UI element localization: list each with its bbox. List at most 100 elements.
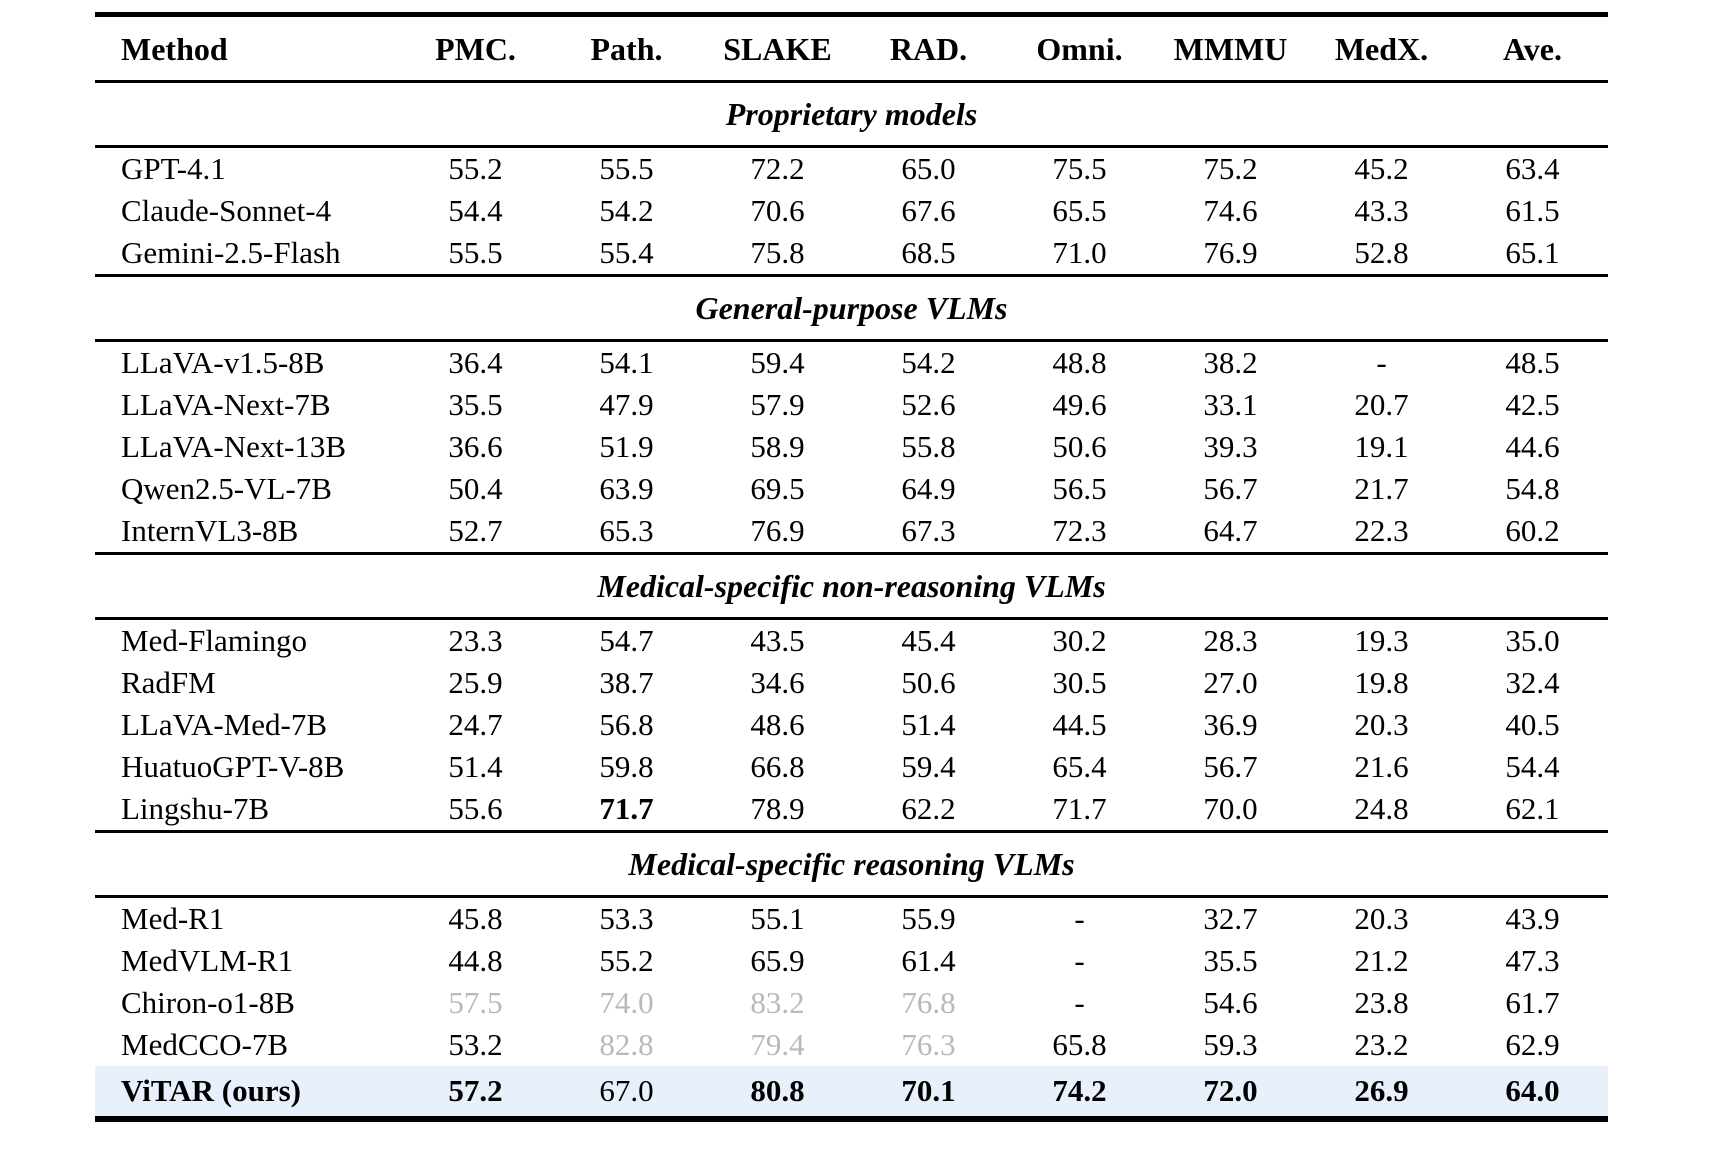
table-row: InternVL3-8B 52.7 65.3 76.9 67.3 72.3 64.7 22.3… (95, 510, 1608, 554)
value-cell: 75.5 (1052, 151, 1107, 186)
value-cell: 57.9 (750, 387, 805, 422)
col-header-pmc: PMC. (400, 14, 551, 83)
value-cell: 54.2 (599, 193, 654, 228)
value-cell: 56.5 (1052, 471, 1107, 506)
value-cell: 74.6 (1203, 193, 1258, 228)
method-cell: Lingshu-7B (121, 791, 270, 826)
table-row: LLaVA-Next-13B 36.6 51.9 58.9 55.8 50.6 39.3 19… (95, 426, 1608, 468)
benchmark-table-container: Method PMC. Path. SLAKE RAD. Omni. MMMU … (95, 12, 1608, 1122)
value-cell: 65.8 (1052, 1027, 1107, 1062)
value-cell: 30.2 (1052, 623, 1107, 658)
value-cell: 48.8 (1052, 345, 1107, 380)
value-cell: 55.5 (448, 235, 503, 270)
table-row: HuatuoGPT-V-8B 51.4 59.8 66.8 59.4 65.4 56.7 21… (95, 746, 1608, 788)
method-cell: LLaVA-Med-7B (121, 707, 328, 742)
value-cell: 64.0 (1457, 1066, 1608, 1119)
value-cell: 78.9 (750, 791, 805, 826)
value-cell: 43.9 (1505, 901, 1560, 936)
value-cell: 36.9 (1203, 707, 1258, 742)
value-cell: 55.4 (599, 235, 654, 270)
value-cell: 74.0 (599, 985, 654, 1020)
value-cell: 54.4 (1505, 749, 1560, 784)
value-cell: 82.8 (599, 1027, 654, 1062)
table-row: Chiron-o1-8B 57.5 74.0 83.2 76.8 - 54.6 23.8 61.… (95, 982, 1608, 1024)
col-header-omni: Omni. (1004, 14, 1155, 83)
value-cell: 59.8 (599, 749, 654, 784)
value-cell: 72.3 (1052, 513, 1107, 548)
method-cell: ViTAR (ours) (95, 1066, 400, 1119)
value-cell: 43.3 (1354, 193, 1409, 228)
value-cell: 47.3 (1505, 943, 1560, 978)
value-cell: 34.6 (750, 665, 805, 700)
value-cell: 21.6 (1354, 749, 1409, 784)
value-cell: 51.4 (448, 749, 503, 784)
value-cell: 55.5 (599, 151, 654, 186)
value-cell: 56.7 (1203, 749, 1258, 784)
value-cell: 27.0 (1203, 665, 1258, 700)
value-cell: 65.1 (1505, 235, 1560, 270)
col-header-method: Method (95, 14, 400, 83)
value-cell: 55.2 (599, 943, 654, 978)
value-cell: 52.6 (901, 387, 956, 422)
table-row: RadFM 25.9 38.7 34.6 50.6 30.5 27.0 19.8 32.4 (95, 662, 1608, 704)
value-cell: 44.5 (1052, 707, 1107, 742)
value-cell: 50.6 (1052, 429, 1107, 464)
value-cell: 71.7 (599, 791, 654, 826)
table-row: LLaVA-Next-7B 35.5 47.9 57.9 52.6 49.6 33.1 20.… (95, 384, 1608, 426)
value-cell: 23.3 (448, 623, 503, 658)
value-cell: 56.7 (1203, 471, 1258, 506)
value-cell: - (1074, 943, 1085, 978)
value-cell: 21.2 (1354, 943, 1409, 978)
method-cell: LLaVA-v1.5-8B (121, 345, 325, 380)
section-title: Medical-specific non-reasoning VLMs (95, 552, 1608, 620)
value-cell: 65.5 (1052, 193, 1107, 228)
value-cell: - (1074, 901, 1085, 936)
header-row: Method PMC. Path. SLAKE RAD. Omni. MMMU … (95, 14, 1608, 83)
value-cell: 23.2 (1354, 1027, 1409, 1062)
value-cell: 42.5 (1505, 387, 1560, 422)
method-cell: MedVLM-R1 (121, 943, 294, 978)
value-cell: 52.8 (1354, 235, 1409, 270)
value-cell: 20.7 (1354, 387, 1409, 422)
value-cell: 24.8 (1354, 791, 1409, 826)
value-cell: 72.0 (1155, 1066, 1306, 1119)
value-cell: 54.1 (599, 345, 654, 380)
value-cell: 55.2 (448, 151, 503, 186)
value-cell: 25.9 (448, 665, 503, 700)
section-title: General-purpose VLMs (95, 274, 1608, 342)
method-cell: Gemini-2.5-Flash (121, 235, 341, 270)
method-cell: Qwen2.5-VL-7B (121, 471, 332, 506)
value-cell: 76.8 (901, 985, 956, 1020)
method-cell: Chiron-o1-8B (121, 985, 295, 1020)
col-header-ave: Ave. (1457, 14, 1608, 83)
col-header-slake: SLAKE (702, 14, 853, 83)
value-cell: 66.8 (750, 749, 805, 784)
value-cell: 62.1 (1505, 791, 1560, 826)
value-cell: 19.8 (1354, 665, 1409, 700)
value-cell: 72.2 (750, 151, 805, 186)
value-cell: 70.6 (750, 193, 805, 228)
value-cell: 32.7 (1203, 901, 1258, 936)
value-cell: 67.6 (901, 193, 956, 228)
value-cell: 61.7 (1505, 985, 1560, 1020)
value-cell: 67.3 (901, 513, 956, 548)
value-cell: 71.7 (1052, 791, 1107, 826)
value-cell: 45.8 (448, 901, 503, 936)
value-cell: 55.1 (750, 901, 805, 936)
value-cell: 59.3 (1203, 1027, 1258, 1062)
value-cell: 75.2 (1203, 151, 1258, 186)
value-cell: 50.6 (901, 665, 956, 700)
table-row: GPT-4.1 55.2 55.5 72.2 65.0 75.5 75.2 45.2 63.4 (95, 147, 1608, 191)
table-row: Claude-Sonnet-4 54.4 54.2 70.6 67.6 65.5 74.6 4… (95, 190, 1608, 232)
method-cell: GPT-4.1 (121, 151, 226, 186)
table-row: LLaVA-Med-7B 24.7 56.8 48.6 51.4 44.5 36.9 20.3… (95, 704, 1608, 746)
table-row: ViTAR (ours) 57.2 67.0 80.8 70.1 74.2 72.0 26.9… (95, 1066, 1608, 1119)
value-cell: 54.7 (599, 623, 654, 658)
section-row: Medical-specific non-reasoning VLMs (95, 552, 1608, 620)
value-cell: 54.6 (1203, 985, 1258, 1020)
value-cell: 63.4 (1505, 151, 1560, 186)
value-cell: 49.6 (1052, 387, 1107, 422)
value-cell: 32.4 (1505, 665, 1560, 700)
value-cell: 54.2 (901, 345, 956, 380)
